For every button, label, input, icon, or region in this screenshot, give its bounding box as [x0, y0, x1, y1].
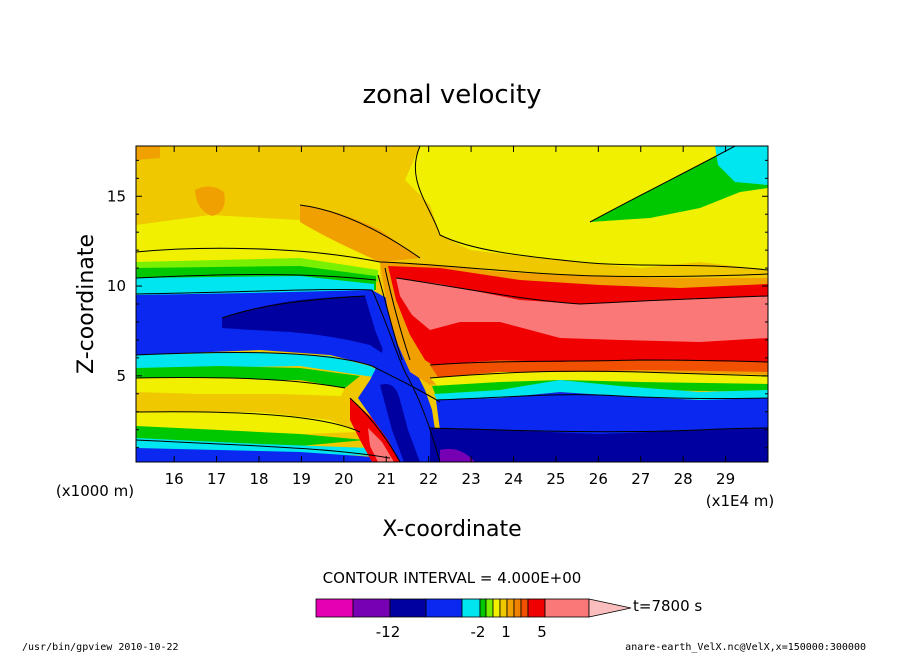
- contour-lines: [136, 146, 768, 462]
- contour-band: [136, 412, 360, 434]
- footer-left: /usr/bin/gpview 2010-10-22: [22, 642, 179, 653]
- contour-band: [136, 366, 360, 388]
- colorbar-tick-label: -2: [471, 623, 486, 641]
- colorbar-segment: [513, 598, 522, 618]
- x-tick-label: 25: [546, 470, 565, 488]
- colorbar-segment: [544, 598, 590, 618]
- colorbar-segment: [485, 598, 494, 618]
- contour-band: [715, 146, 768, 185]
- contour-band: [436, 392, 768, 435]
- contour-band: [195, 186, 225, 216]
- x-tick-label: 17: [207, 470, 226, 488]
- contour-band: [350, 398, 400, 462]
- colorbar-segment: [352, 598, 391, 618]
- contour-band: [358, 290, 440, 462]
- x-axis-label: X-coordinate: [382, 517, 521, 542]
- contour-interval-label: CONTOUR INTERVAL = 4.000E+00: [323, 569, 582, 587]
- colorbar-segment: [499, 598, 508, 618]
- x-tick-label: 29: [716, 470, 735, 488]
- colorbar-segment: [479, 598, 487, 618]
- x-tick-label: 27: [631, 470, 650, 488]
- x-tick-label: 20: [334, 470, 353, 488]
- contour-band: [222, 296, 385, 355]
- contour-field: [136, 146, 768, 462]
- y-tick-label: 15: [107, 187, 126, 205]
- contour-band: [136, 378, 345, 398]
- y-tick-label: 10: [107, 277, 126, 295]
- colorbar-segment: [425, 598, 463, 618]
- colorbar: -12 -2 1 5: [315, 598, 632, 641]
- contour-band: [300, 205, 420, 262]
- colorbar-segment: [506, 598, 515, 618]
- x-tick-label: 28: [674, 470, 693, 488]
- contour-band: [136, 352, 395, 380]
- x-tick-label: 24: [504, 470, 523, 488]
- y-tick-label: 5: [116, 367, 126, 385]
- colorbar-segment: [389, 598, 427, 618]
- contour-band: [136, 448, 395, 462]
- contour-band: [434, 380, 768, 402]
- contour-band: [440, 448, 475, 462]
- colorbar-tick-label: -12: [376, 623, 401, 641]
- y-axis-label: Z-coordinate: [74, 234, 99, 374]
- contour-band: [368, 428, 394, 462]
- x-tick-label: 26: [589, 470, 608, 488]
- x-tick-label: 22: [419, 470, 438, 488]
- x-tick-label: 23: [462, 470, 481, 488]
- x-tick-label: 16: [165, 470, 184, 488]
- x-tick-label: 21: [377, 470, 396, 488]
- contour-band: [430, 372, 768, 388]
- contour-band: [396, 278, 768, 342]
- colorbar-segment: [492, 598, 501, 618]
- colorbar-tick-label: 5: [537, 623, 547, 641]
- y-axis: 5 10 15: [107, 159, 768, 449]
- contour-band: [430, 428, 768, 462]
- colorbar-extension: [588, 598, 632, 618]
- x-axis: 16 17 18 19 20 21 22 23 24 25 26 27 28 29: [165, 146, 735, 488]
- contour-band: [380, 384, 420, 462]
- x-units-right: (x1E4 m): [706, 492, 775, 510]
- contour-band: [136, 146, 160, 160]
- footer-right: anare-earth_VelX.nc@VelX,x=150000:300000: [625, 642, 866, 653]
- colorbar-tick-label: 1: [501, 623, 511, 641]
- chart-title: zonal velocity: [362, 80, 541, 110]
- colorbar-segment: [520, 598, 529, 618]
- contour-band: [430, 360, 768, 380]
- colorbar-segment: [315, 598, 354, 618]
- colorbar-segment: [461, 598, 481, 618]
- x-tick-label: 18: [249, 470, 268, 488]
- time-label: t=7800 s: [633, 597, 702, 615]
- x-tick-label: 19: [292, 470, 311, 488]
- colorbar-segment: [527, 598, 546, 618]
- x-units-left: (x1000 m): [56, 482, 134, 500]
